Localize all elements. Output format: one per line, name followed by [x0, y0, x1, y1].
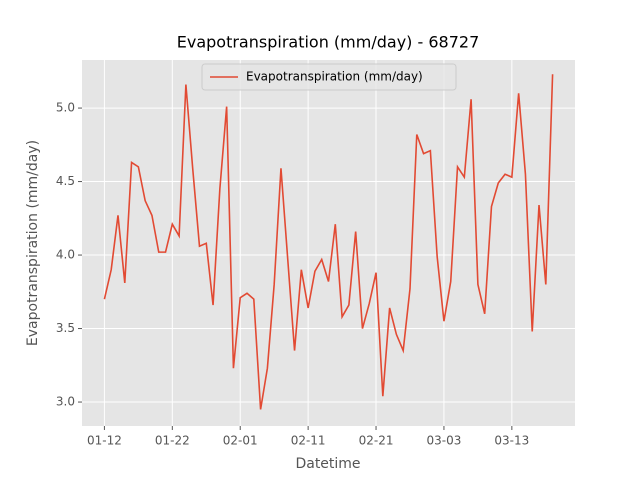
- plot-area: [82, 60, 575, 426]
- legend-label: Evapotranspiration (mm/day): [246, 70, 423, 84]
- chart-title: Evapotranspiration (mm/day) - 68727: [177, 33, 480, 52]
- y-tick-label: 4.0: [56, 248, 75, 262]
- x-tick-label: 03-13: [494, 434, 529, 448]
- y-tick-label: 3.5: [56, 321, 75, 335]
- x-tick-label: 01-12: [87, 434, 122, 448]
- x-tick-label: 02-01: [223, 434, 258, 448]
- x-tick-label: 02-21: [359, 434, 394, 448]
- legend-box: [201, 63, 457, 91]
- y-axis-label: Evapotranspiration (mm/day): [25, 140, 41, 346]
- data-line: [103, 74, 554, 410]
- x-tick-label: 02-11: [291, 434, 326, 448]
- y-tick-label: 4.5: [56, 174, 75, 188]
- x-tick-label: 01-22: [155, 434, 190, 448]
- x-axis-label: Datetime: [295, 456, 360, 472]
- x-tick-label: 03-03: [427, 434, 462, 448]
- y-tick-label: 5.0: [56, 101, 75, 115]
- y-tick-label: 3.0: [56, 395, 75, 409]
